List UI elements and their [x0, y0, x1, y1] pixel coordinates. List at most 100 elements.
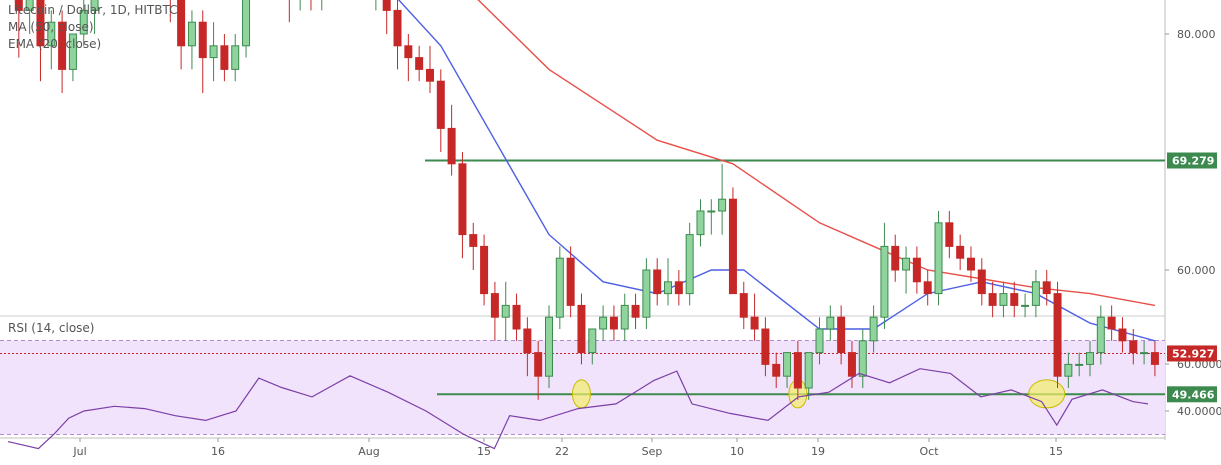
- candle: [1042, 281, 1051, 295]
- candle: [945, 222, 954, 247]
- candle: [966, 257, 975, 271]
- candle: [177, 0, 186, 47]
- price-tag-label: 69.279: [1172, 155, 1214, 168]
- time-tick-label: 22: [555, 445, 569, 458]
- candle: [912, 257, 921, 283]
- candle: [68, 33, 77, 70]
- candle: [977, 269, 986, 295]
- candle: [79, 9, 88, 35]
- ema-legend: EMA (20, close): [8, 37, 102, 51]
- time-tick-label: Sep: [642, 445, 663, 458]
- candle: [707, 210, 716, 213]
- candle: [447, 127, 456, 165]
- time-tick-label: Oct: [919, 445, 939, 458]
- price-tag: [1167, 345, 1217, 362]
- candle: [1053, 293, 1062, 377]
- candle: [1031, 281, 1040, 306]
- candle: [523, 328, 532, 354]
- price-tag: [1167, 152, 1217, 169]
- ema-20-line: [397, 0, 1156, 342]
- candle: [685, 234, 694, 295]
- candle: [25, 0, 34, 11]
- candle: [566, 257, 575, 306]
- candle: [674, 281, 683, 295]
- candle: [415, 57, 424, 70]
- candle: [512, 304, 521, 330]
- candle: [436, 80, 445, 129]
- candle: [620, 304, 629, 330]
- candle: [642, 269, 651, 318]
- candle: [588, 328, 597, 354]
- candle: [902, 257, 911, 271]
- candle: [609, 316, 618, 330]
- candle: [761, 328, 770, 365]
- rsi-tick-label: 40.0000: [1177, 405, 1221, 418]
- candle: [934, 222, 943, 295]
- candle: [545, 316, 553, 377]
- candle: [999, 293, 1008, 306]
- candle: [198, 21, 207, 59]
- candle: [858, 340, 867, 377]
- candle: [631, 304, 640, 318]
- ma-legend: MA (50, close): [8, 20, 94, 34]
- chart-title: Litecoin / Dollar, 1D, HITBTC: [8, 3, 178, 17]
- candle: [826, 316, 835, 330]
- time-tick-label: Jul: [72, 445, 86, 458]
- rsi-line: [7, 368, 1149, 450]
- candle: [555, 257, 564, 318]
- candle: [1010, 293, 1019, 306]
- candle: [209, 45, 218, 59]
- time-tick-label: 15: [1049, 445, 1063, 458]
- candle: [90, 0, 99, 11]
- candle: [837, 316, 846, 354]
- time-tick-label: 16: [211, 445, 225, 458]
- candle: [988, 293, 997, 306]
- candle: [653, 269, 662, 295]
- candle: [1096, 316, 1105, 354]
- price-tick-label: 60.000: [1177, 264, 1216, 277]
- candle: [458, 163, 467, 236]
- candle: [58, 21, 67, 70]
- candle: [187, 21, 196, 47]
- candle: [36, 0, 45, 47]
- candle: [393, 9, 402, 47]
- candle: [696, 210, 705, 236]
- candle: [1021, 304, 1030, 307]
- candle: [382, 0, 391, 11]
- candle: [47, 21, 56, 47]
- candle: [750, 316, 759, 330]
- candle: [923, 281, 932, 295]
- time-tick-label: 10: [730, 445, 744, 458]
- candle: [869, 316, 878, 342]
- price-tag-label: 52.927: [1172, 347, 1214, 360]
- candle: [501, 304, 510, 318]
- price-tick-label: 80.000: [1177, 28, 1216, 41]
- candle: [664, 281, 673, 295]
- candle: [1075, 363, 1084, 366]
- candle: [599, 316, 608, 330]
- time-tick-label: 15: [477, 445, 491, 458]
- candle: [425, 68, 434, 82]
- candle: [480, 245, 489, 295]
- candle: [739, 293, 748, 318]
- candle: [1129, 340, 1138, 354]
- candle: [772, 363, 781, 377]
- candle: [1086, 352, 1094, 365]
- candle: [404, 45, 413, 59]
- candle: [956, 245, 965, 259]
- support-touch-highlight: [1028, 379, 1066, 409]
- candle: [220, 45, 229, 70]
- candle: [880, 245, 889, 318]
- candle: [728, 198, 737, 295]
- candle: [1140, 352, 1149, 355]
- candle: [783, 352, 792, 377]
- price-tag: [1167, 386, 1217, 403]
- candle: [1150, 352, 1159, 365]
- candle: [490, 293, 499, 318]
- candle: [469, 234, 478, 247]
- candle: [718, 198, 727, 212]
- candle: [891, 245, 900, 271]
- candle: [847, 352, 856, 377]
- candle: [242, 0, 251, 47]
